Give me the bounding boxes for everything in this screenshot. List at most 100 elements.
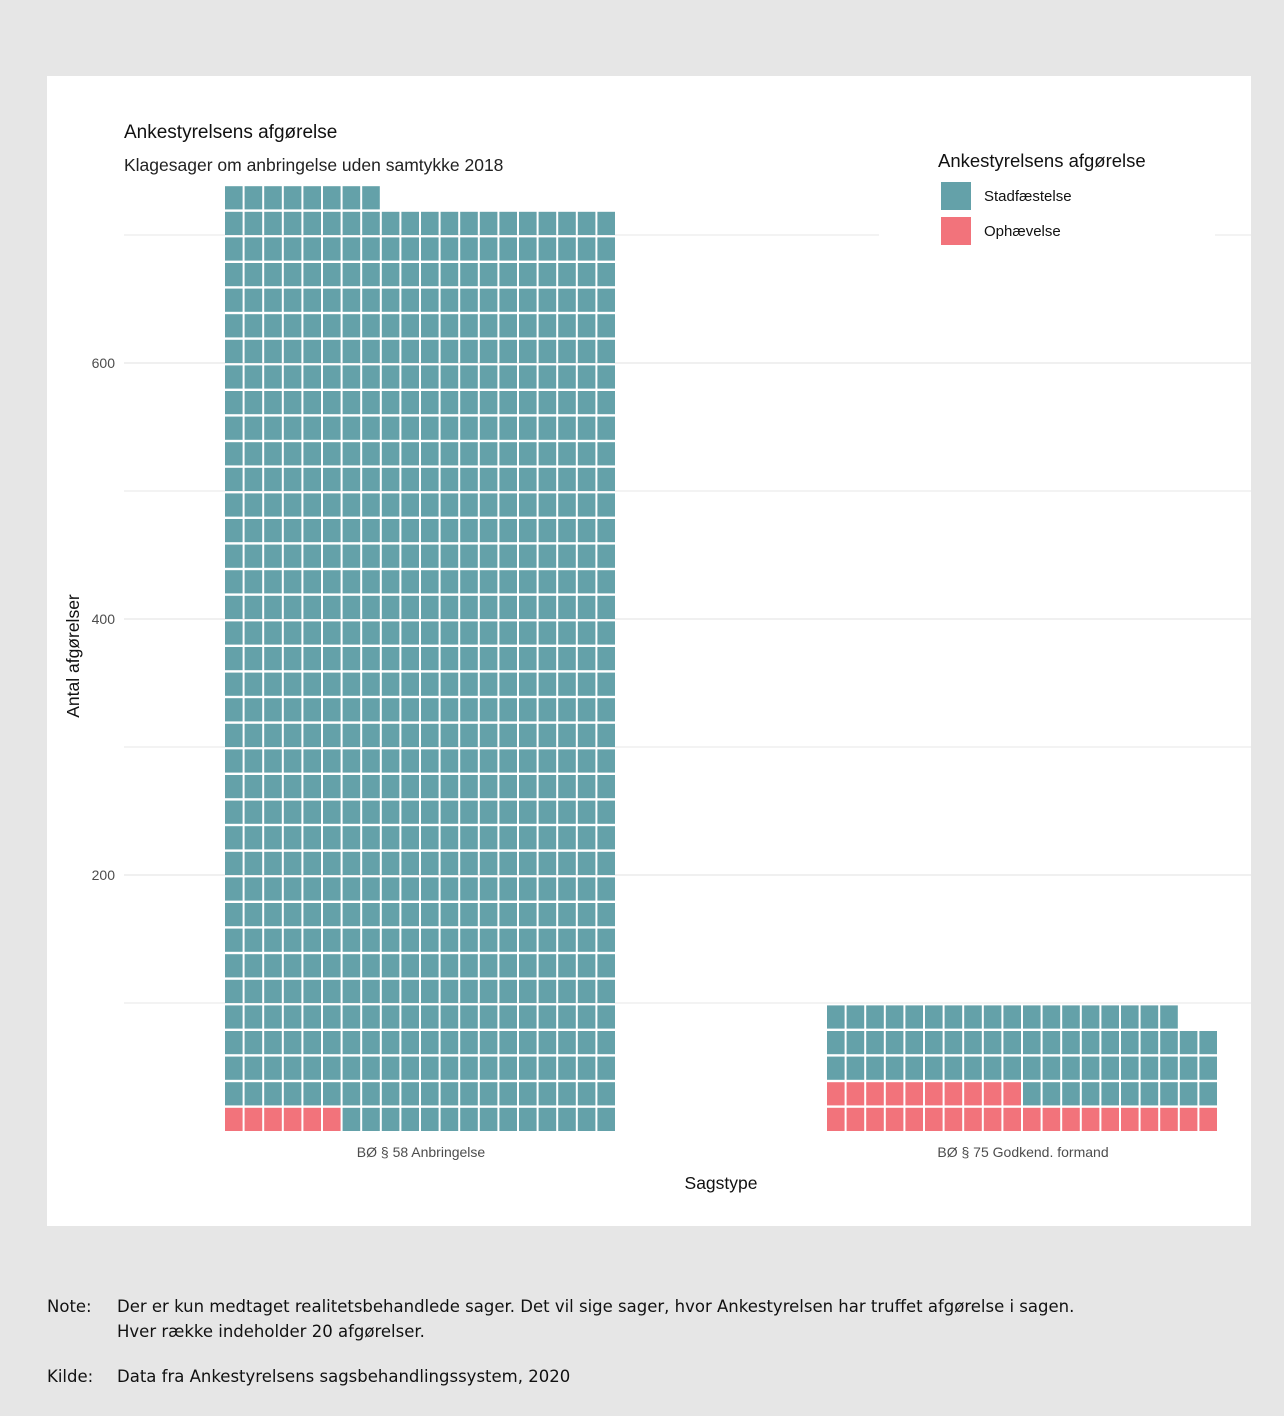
waffle-cell <box>577 211 596 235</box>
waffle-cell <box>558 467 576 491</box>
waffle-cell <box>421 1005 439 1029</box>
waffle-cell <box>944 1056 963 1080</box>
waffle-cell <box>440 263 459 287</box>
waffle-cell <box>323 365 341 389</box>
waffle-cell <box>401 877 419 901</box>
waffle-cell <box>401 698 419 722</box>
waffle-cell <box>362 672 380 696</box>
waffle-cell <box>519 595 537 619</box>
waffle-cell <box>264 851 282 875</box>
waffle-cell <box>440 1031 459 1055</box>
waffle-cell <box>362 288 380 312</box>
waffle-cell <box>538 979 557 1003</box>
waffle-cell <box>866 1082 884 1106</box>
waffle-cell <box>440 237 459 261</box>
waffle-cell <box>499 1031 517 1055</box>
waffle-cell <box>440 647 459 671</box>
waffle-cell <box>303 723 321 747</box>
x-axis-title: Sagstype <box>685 1173 758 1193</box>
waffle-cell <box>303 775 321 799</box>
waffle-cell <box>519 775 537 799</box>
waffle-cell <box>440 570 459 594</box>
waffle-cell <box>1121 1082 1139 1106</box>
waffle-cell <box>323 877 341 901</box>
waffle-cell <box>558 365 576 389</box>
waffle-cell <box>519 723 537 747</box>
waffle-cell <box>381 1031 400 1055</box>
waffle-cell <box>283 877 302 901</box>
waffle-cell <box>401 1031 419 1055</box>
waffle-cell <box>323 1082 341 1106</box>
waffle-cell <box>421 365 439 389</box>
waffle-cell <box>577 314 596 338</box>
waffle-cell <box>283 1031 302 1055</box>
waffle-cell <box>460 672 478 696</box>
waffle-cell <box>283 237 302 261</box>
waffle-cell <box>558 826 576 850</box>
waffle-cell <box>440 1107 459 1131</box>
waffle-cell <box>323 237 341 261</box>
waffle-cell <box>401 595 419 619</box>
waffle-cell <box>538 928 557 952</box>
waffle-cell <box>577 1031 596 1055</box>
waffle-cell <box>1042 1005 1061 1029</box>
waffle-cell <box>244 698 263 722</box>
waffle-cell <box>421 1107 439 1131</box>
waffle-cell <box>964 1056 982 1080</box>
waffle-cell <box>597 775 615 799</box>
waffle-cell <box>323 954 341 978</box>
waffle-cell <box>440 954 459 978</box>
waffle-cell <box>460 544 478 568</box>
waffle-cell <box>1101 1107 1119 1131</box>
waffle-cell <box>244 979 263 1003</box>
waffle-cell <box>499 288 517 312</box>
waffle-cell <box>577 595 596 619</box>
waffle-cell <box>1140 1107 1159 1131</box>
waffle-cell <box>283 570 302 594</box>
waffle-cell <box>499 979 517 1003</box>
waffle-cell <box>401 979 419 1003</box>
y-tick-label: 200 <box>92 867 116 883</box>
waffle-cell <box>519 698 537 722</box>
waffle-cell <box>323 186 341 210</box>
waffle-cell <box>1042 1031 1061 1055</box>
waffle-cell <box>283 211 302 235</box>
waffle-cell <box>1003 1005 1021 1029</box>
waffle-cell <box>264 621 282 645</box>
waffle-cell <box>264 877 282 901</box>
waffle-cell <box>538 1005 557 1029</box>
note-line-2: Hver række indeholder 20 afgørelser. <box>117 1322 425 1341</box>
waffle-cell <box>440 595 459 619</box>
waffle-cell <box>225 519 243 543</box>
waffle-cell <box>558 1005 576 1029</box>
waffle-cell <box>244 1107 263 1131</box>
waffle-cell <box>577 749 596 773</box>
waffle-cell <box>401 1082 419 1106</box>
waffle-cell <box>440 493 459 517</box>
waffle-cell <box>558 954 576 978</box>
waffle-cell <box>440 877 459 901</box>
waffle-cell <box>1042 1107 1061 1131</box>
waffle-cell <box>303 749 321 773</box>
legend: Ankestyrelsens afgørelse Stadfæstelse Oph… <box>938 150 1146 245</box>
waffle-cell <box>381 391 400 415</box>
waffle-cell <box>440 775 459 799</box>
waffle-cell <box>866 1005 884 1029</box>
waffle-cell <box>597 263 615 287</box>
waffle-cell <box>323 314 341 338</box>
waffle-cell <box>1199 1082 1217 1106</box>
waffle-cell <box>362 749 380 773</box>
waffle-cell <box>264 1107 282 1131</box>
waffle-cell <box>342 877 361 901</box>
waffle-cell <box>303 519 321 543</box>
waffle-cell <box>479 749 498 773</box>
waffle-cell <box>597 519 615 543</box>
waffle-cell <box>225 775 243 799</box>
waffle-cell <box>421 416 439 440</box>
waffle-cell <box>264 365 282 389</box>
waffle-cell <box>460 211 478 235</box>
waffle-cell <box>362 903 380 927</box>
waffle-cell <box>577 391 596 415</box>
waffle-cell <box>597 954 615 978</box>
waffle-cell <box>323 467 341 491</box>
